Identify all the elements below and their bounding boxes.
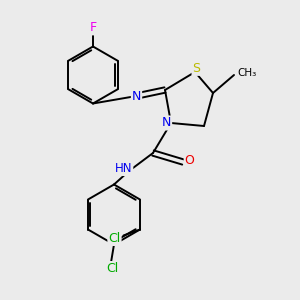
Text: S: S xyxy=(193,62,200,75)
Text: N: N xyxy=(162,116,171,130)
Text: Cl: Cl xyxy=(106,262,119,275)
Text: HN: HN xyxy=(115,162,132,175)
Text: Cl: Cl xyxy=(108,232,121,245)
Text: F: F xyxy=(89,21,97,34)
Text: O: O xyxy=(185,154,194,167)
Text: N: N xyxy=(132,89,141,103)
Text: CH₃: CH₃ xyxy=(238,68,257,78)
